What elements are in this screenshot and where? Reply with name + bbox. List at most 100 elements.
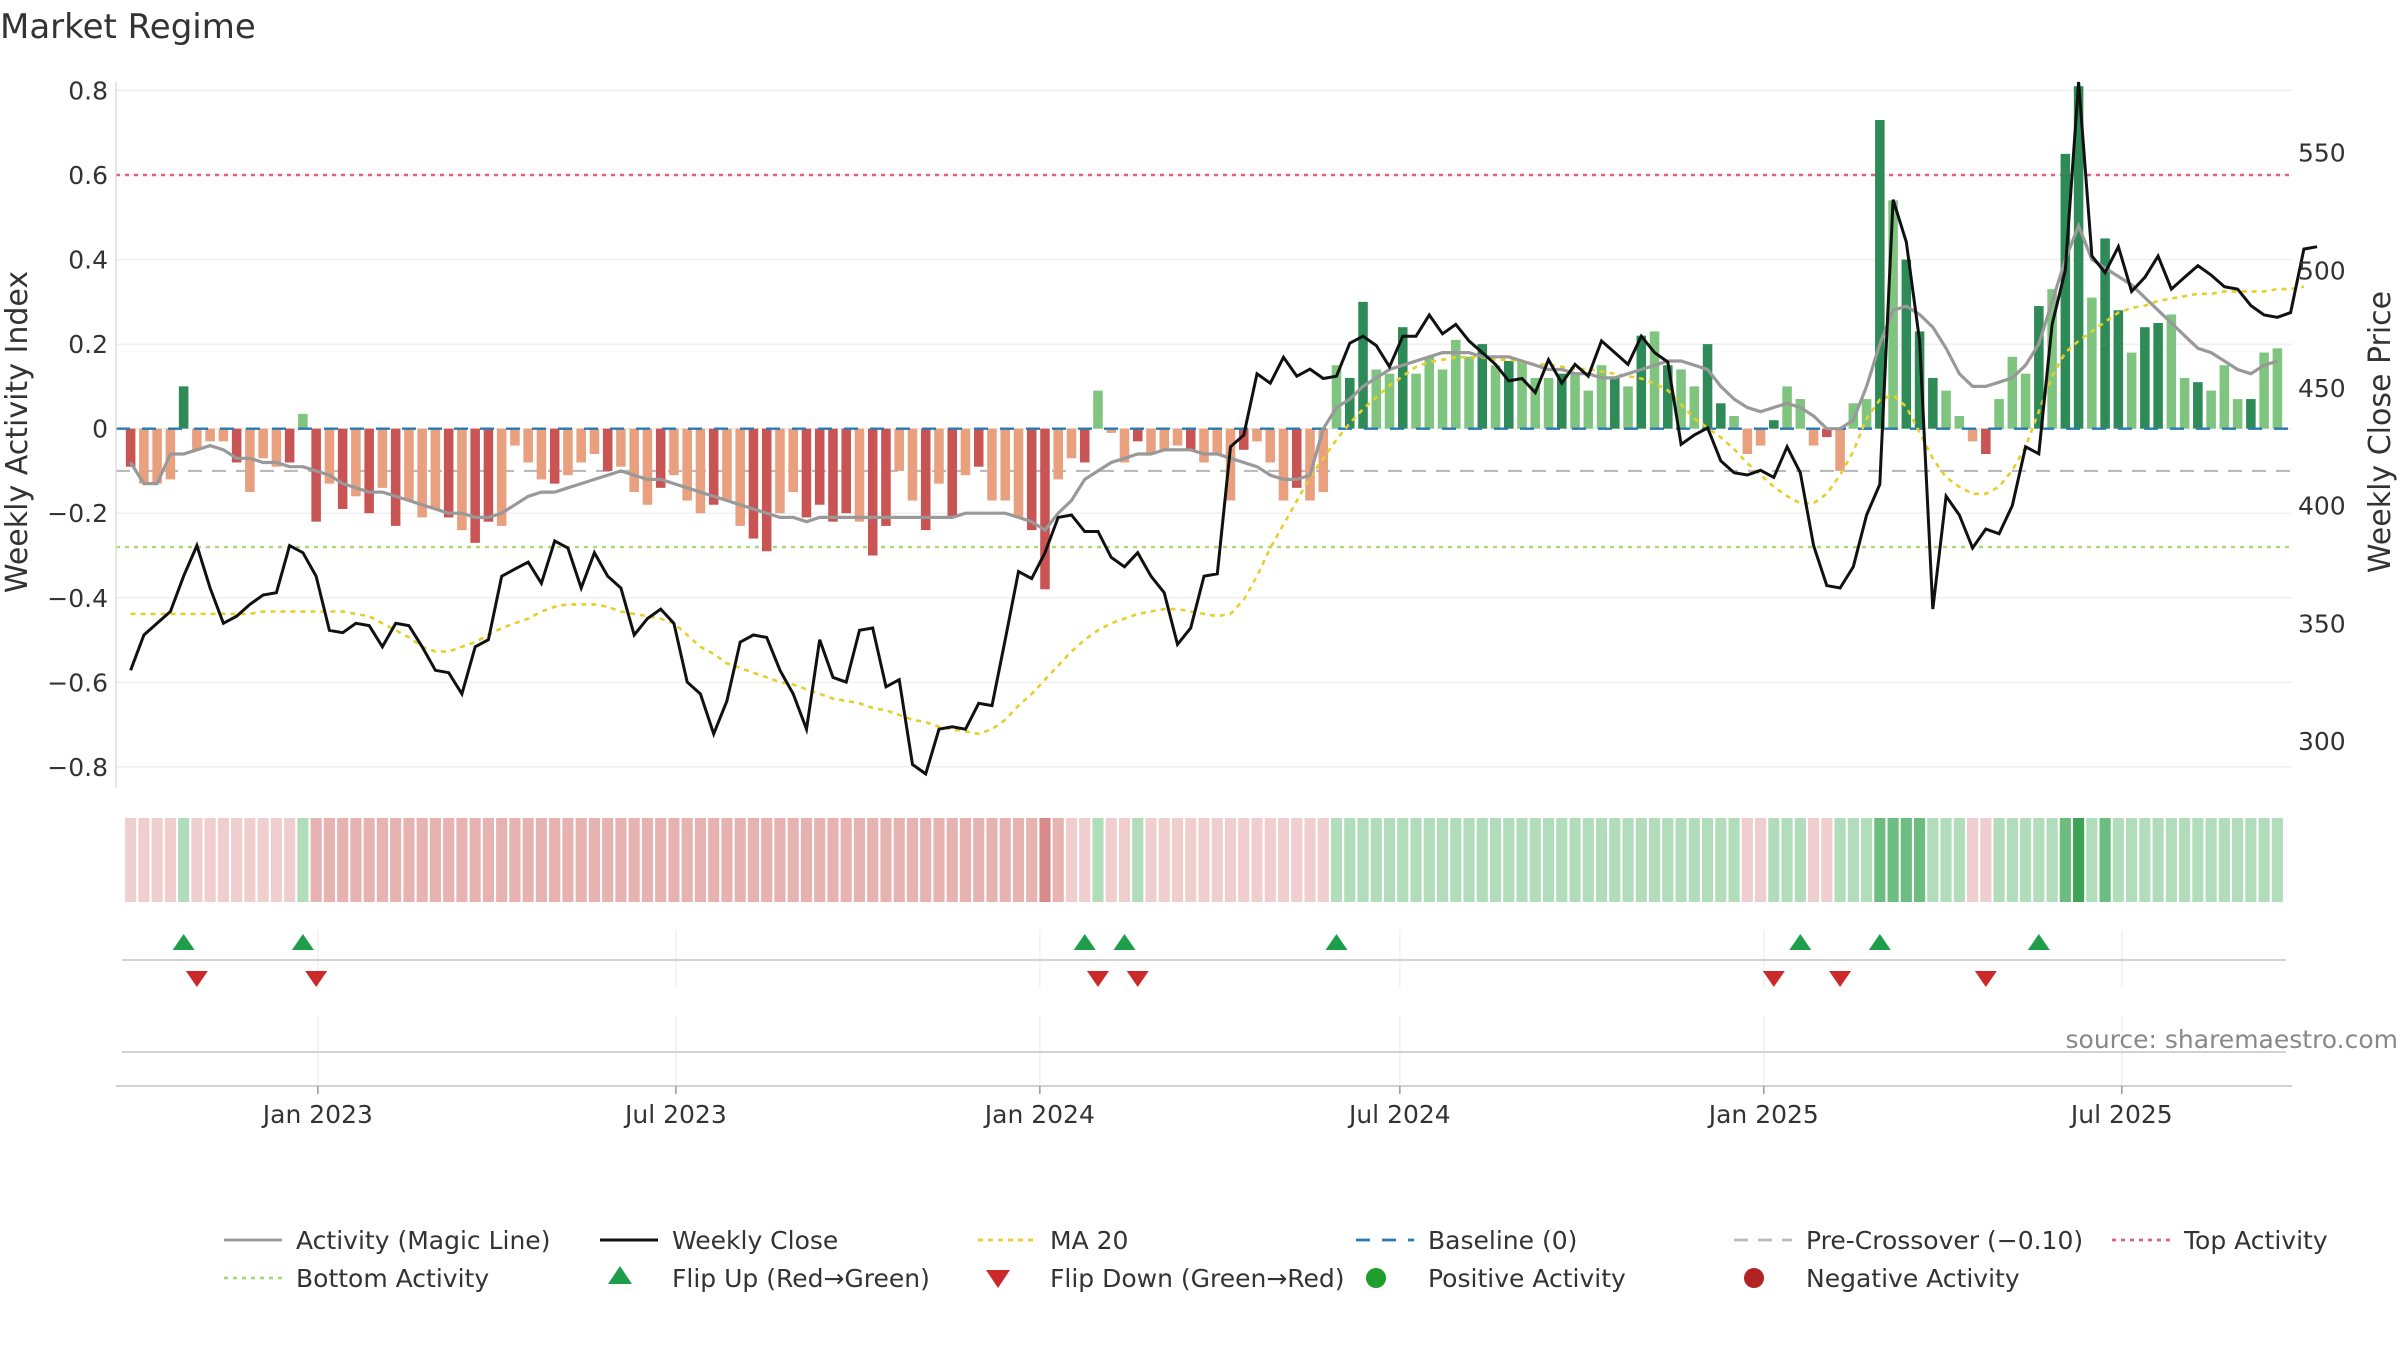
regime-cell xyxy=(2271,818,2283,902)
activity-bar xyxy=(2272,348,2283,429)
regime-cell xyxy=(2258,818,2270,902)
activity-bar xyxy=(934,428,944,484)
regime-cell xyxy=(1383,818,1396,902)
activity-bar xyxy=(1212,428,1223,455)
regime-cell xyxy=(880,818,892,902)
activity-bar xyxy=(2259,352,2269,429)
y-tick-label-left: −0.8 xyxy=(47,753,108,782)
activity-bar xyxy=(1451,339,1461,429)
regime-cell xyxy=(1012,818,1025,902)
activity-bar xyxy=(2246,399,2256,429)
regime-cell xyxy=(310,818,322,902)
regime-cell xyxy=(2179,818,2191,902)
regime-cell xyxy=(2073,818,2085,902)
activity-bar xyxy=(828,428,838,522)
activity-bar xyxy=(1013,428,1024,518)
activity-bar xyxy=(1437,369,1448,429)
activity-bar xyxy=(351,428,361,497)
chart-title: Market Regime xyxy=(0,7,256,47)
regime-cell xyxy=(1993,818,2005,902)
regime-cell xyxy=(1529,818,1541,902)
regime-cell xyxy=(1635,818,1647,902)
activity-bar xyxy=(311,428,321,522)
regime-cell xyxy=(2165,818,2177,902)
regime-cell xyxy=(1105,818,1117,902)
y-tick-label-left: 0 xyxy=(92,415,108,444)
regime-cell xyxy=(164,818,176,902)
activity-bar xyxy=(549,428,560,484)
regime-cell xyxy=(1317,818,1329,902)
regime-cell xyxy=(1450,818,1462,902)
regime-cell xyxy=(2033,818,2045,902)
regime-cell xyxy=(125,818,137,902)
activity-bar xyxy=(1994,399,2004,429)
activity-bar xyxy=(960,428,971,476)
regime-cell xyxy=(151,818,163,902)
regime-cell xyxy=(376,818,388,902)
activity-bar xyxy=(841,428,851,514)
regime-cell xyxy=(257,818,269,902)
regime-cell xyxy=(1582,818,1594,902)
activity-bar xyxy=(1119,428,1130,463)
activity-bar xyxy=(1384,373,1395,429)
activity-bar xyxy=(1583,390,1594,429)
regime-cell xyxy=(1728,818,1740,902)
regime-cell xyxy=(1211,818,1223,902)
regime-cell xyxy=(1927,818,1939,902)
regime-cell xyxy=(2006,818,2018,902)
activity-bar xyxy=(2020,373,2031,429)
legend-label: Negative Activity xyxy=(1806,1264,2020,1293)
activity-bar xyxy=(139,428,149,484)
activity-bar xyxy=(271,428,282,467)
activity-bar xyxy=(1305,428,1315,501)
regime-cell xyxy=(959,818,972,902)
activity-bar xyxy=(589,428,600,455)
regime-cell xyxy=(1436,818,1449,902)
flip-down-marker xyxy=(1086,971,1109,987)
regime-cell xyxy=(1967,818,1979,902)
regime-cell xyxy=(337,818,349,902)
activity-bar xyxy=(1689,386,1700,429)
activity-bar xyxy=(854,428,865,522)
regime-cell xyxy=(2046,818,2058,902)
regime-cell xyxy=(1304,818,1316,902)
activity-bar xyxy=(2047,289,2057,429)
regime-cell xyxy=(1158,818,1170,902)
regime-cell xyxy=(840,818,852,902)
regime-cell xyxy=(721,818,733,902)
activity-bar xyxy=(1702,344,1713,429)
regime-cell xyxy=(1940,818,1952,902)
regime-cell xyxy=(1410,818,1422,902)
axes: 0.8 0.6 0.4 0.2 0 −0.2 −0.4 −0.6 −0.8 550 500 450 40… xyxy=(47,76,2346,788)
legend-label: Flip Up (Red→Green) xyxy=(672,1264,930,1293)
regime-cell xyxy=(708,818,720,902)
activity-bar xyxy=(1066,428,1077,459)
activity-bar xyxy=(258,428,268,459)
regime-cell xyxy=(2139,818,2151,902)
activity-bar xyxy=(1106,428,1117,433)
flip-markers xyxy=(122,930,2286,988)
activity-bar xyxy=(642,428,653,505)
activity-bar xyxy=(337,428,348,509)
activity-bar xyxy=(1623,386,1633,429)
weekly-close-line xyxy=(129,81,2318,777)
activity-bar xyxy=(231,428,242,463)
regime-cell xyxy=(1330,818,1343,902)
regime-cell xyxy=(946,818,958,902)
regime-cell xyxy=(2232,818,2244,902)
y-tick-label-left: −0.4 xyxy=(47,584,108,613)
activity-bar xyxy=(775,428,785,514)
activity-bar xyxy=(655,428,666,488)
regime-cell xyxy=(1185,818,1197,902)
activity-bar xyxy=(1185,428,1196,450)
activity-bar xyxy=(510,428,520,446)
regime-cell xyxy=(800,818,813,902)
activity-bar xyxy=(1265,428,1276,463)
y-tick-label-left: −0.2 xyxy=(47,499,108,528)
regime-cell xyxy=(814,818,826,902)
regime-cell xyxy=(1132,818,1144,902)
regime-cell xyxy=(734,818,746,902)
regime-cell xyxy=(416,818,428,902)
y-tick-label-right: 300 xyxy=(2298,727,2346,756)
y-tick-label-right: 400 xyxy=(2298,492,2346,521)
